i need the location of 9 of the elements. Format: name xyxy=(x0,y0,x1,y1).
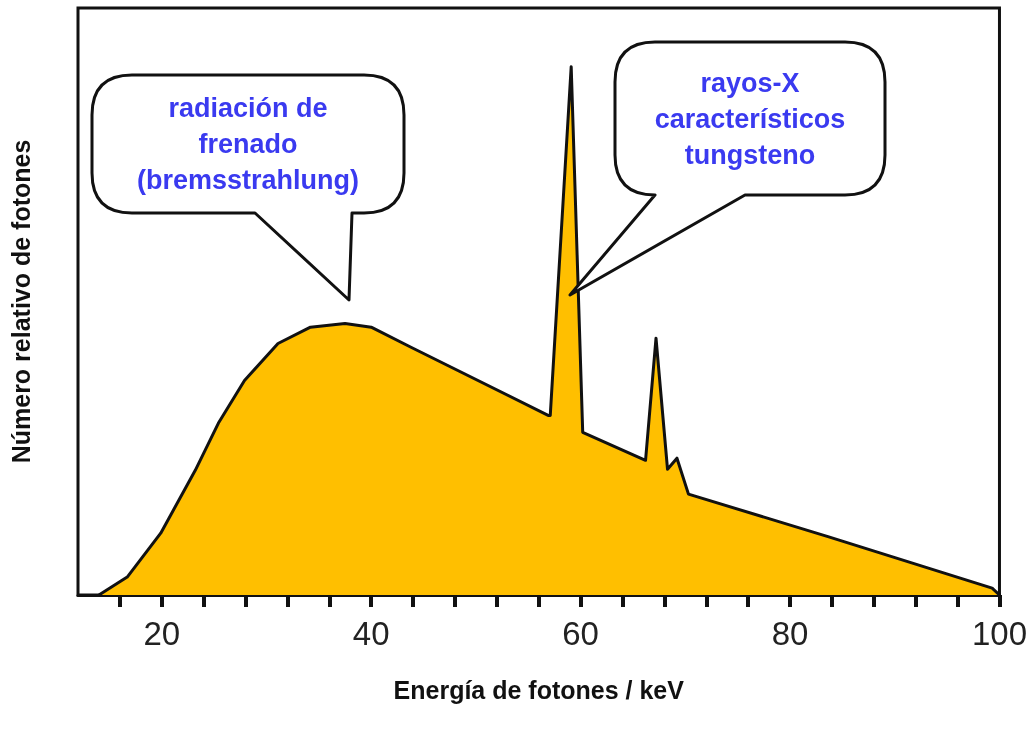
x-tick-label: 100 xyxy=(971,615,1027,652)
x-tick-label: 60 xyxy=(562,615,599,652)
x-tick-label: 20 xyxy=(143,615,181,652)
annotation: rayos-X característicos tungsteno xyxy=(653,66,847,172)
y-axis-title: Número relativo de fotones xyxy=(6,139,35,464)
x-tick-label: 40 xyxy=(352,615,390,652)
x-tick-label: 80 xyxy=(771,615,809,652)
annotation: radiación de frenado (bremsstrahlung) xyxy=(136,92,360,197)
x-axis-title: Energía de fotones / keV xyxy=(393,675,685,704)
